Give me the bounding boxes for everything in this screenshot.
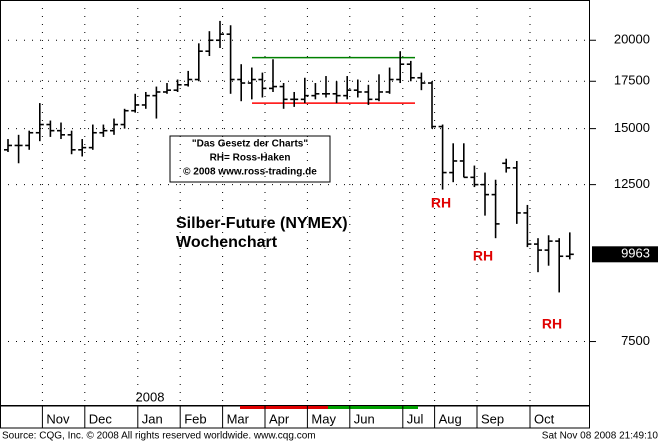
rh-label: RH (473, 248, 493, 264)
rh-label: RH (431, 195, 451, 211)
y-tick-label: 12500 (614, 176, 650, 191)
x-tick-label: Aug (439, 411, 462, 426)
annotation: RH= Ross-Haken (210, 153, 291, 164)
x-tick-label: Mar (227, 411, 250, 426)
x-tick-label: Sep (481, 411, 504, 426)
y-tick-label: 15000 (614, 120, 650, 135)
x-tick-label: May (311, 411, 336, 426)
axis-highlight (240, 406, 328, 409)
x-tick-label: Dec (89, 411, 113, 426)
rh-label: RH (542, 316, 562, 332)
x-tick-label: Jun (354, 411, 375, 426)
chart-subtitle: Wochenchart (176, 234, 278, 251)
last-value-label: 9963 (621, 246, 650, 261)
y-tick-label: 17500 (614, 73, 650, 88)
annotation-box (169, 135, 331, 183)
x-tick-label: Jan (142, 411, 163, 426)
plot-frame (0, 0, 590, 406)
annotation: "Das Gesetz der Charts" (192, 139, 308, 150)
x-tick-label: Apr (269, 411, 290, 426)
timestamp: Sat Nov 08 2008 21:49:10 (542, 431, 659, 442)
x-tick-label: Oct (534, 411, 555, 426)
x-tick-label: Feb (184, 411, 206, 426)
source: Source: CQG, Inc. © 2008 All rights rese… (2, 431, 316, 442)
x-tick-label: Nov (46, 411, 70, 426)
annotation: © 2008 www.ross-trading.de (183, 167, 317, 178)
y-tick-label: 20000 (614, 32, 650, 47)
axis-highlight (328, 406, 418, 409)
last-value-box (592, 246, 658, 263)
year-label: 2008 (136, 389, 165, 404)
y-tick-label: 7500 (621, 333, 650, 348)
chart-title: Silber-Future (NYMEX) (176, 215, 348, 232)
x-tick-label: Jul (407, 411, 424, 426)
